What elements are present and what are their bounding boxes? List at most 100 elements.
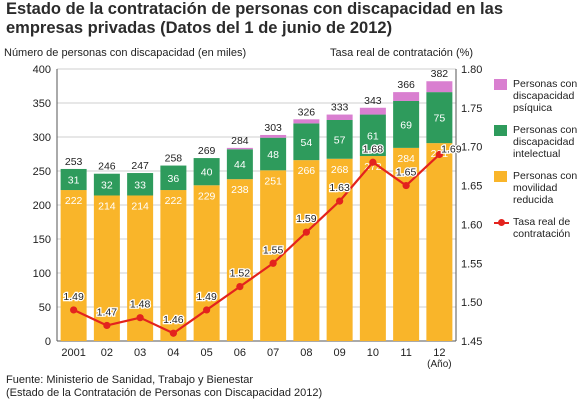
x-tick-label: 2001 bbox=[61, 347, 85, 359]
y-tick-right: 1.75 bbox=[461, 103, 482, 115]
bar-value-label: 40 bbox=[201, 167, 213, 179]
bar-total-label: 333 bbox=[331, 102, 349, 114]
x-tick-label: 04 bbox=[167, 347, 179, 359]
bar-segment-intellectual bbox=[326, 120, 353, 159]
bar-value-label: 284 bbox=[397, 153, 415, 165]
source-line-2: (Estado de la Contratación de Personas c… bbox=[6, 386, 323, 399]
rate-value-label: 1.65 bbox=[396, 167, 417, 179]
bar-value-label: 238 bbox=[231, 184, 249, 196]
bar-segment-intellectual bbox=[260, 137, 287, 171]
y-tick-left: 100 bbox=[33, 268, 51, 280]
rate-value-label: 1.46 bbox=[163, 314, 184, 326]
x-tick-label: 03 bbox=[134, 347, 146, 359]
x-tick-label: 07 bbox=[267, 347, 279, 359]
bar-value-label: 69 bbox=[400, 119, 412, 131]
rate-value-label: 1.63 bbox=[329, 182, 350, 194]
y-tick-left: 350 bbox=[33, 98, 51, 110]
y-tick-left: 0 bbox=[45, 336, 51, 348]
bar-segment-intellectual bbox=[160, 165, 187, 191]
rate-value-label: 1.55 bbox=[263, 244, 284, 256]
bar-total-label: 258 bbox=[165, 153, 183, 165]
bar-segment-physical bbox=[193, 185, 220, 341]
bar-total-label: 366 bbox=[397, 79, 415, 91]
rate-value-label: 1.48 bbox=[130, 299, 151, 311]
legend-label-intellectual: Personas con discapacidad intelectual bbox=[513, 124, 578, 160]
bar-segment-intellectual bbox=[193, 158, 220, 186]
bar-total-label: 284 bbox=[231, 135, 249, 147]
rate-value-label: 1.59 bbox=[296, 213, 317, 225]
rate-point bbox=[269, 259, 277, 267]
legend-item-intellectual: Personas con discapacidad intelectual bbox=[494, 124, 584, 160]
source-line-1: Fuente: Ministerio de Sanidad, Trabajo y… bbox=[6, 374, 254, 386]
y-tick-left: 300 bbox=[33, 132, 51, 144]
x-tick-label: 09 bbox=[334, 347, 346, 359]
x-tick-label: 11 bbox=[400, 347, 411, 359]
rate-point bbox=[435, 150, 443, 159]
chart-title: Estado de la contratación de personas co… bbox=[6, 0, 503, 37]
legend-label-psychic: Personas con discapacidad psíquica bbox=[513, 78, 578, 114]
legend-swatch-intellectual bbox=[494, 125, 507, 136]
bar-value-label: 33 bbox=[134, 179, 146, 191]
bar-value-label: 268 bbox=[331, 164, 349, 176]
bar-value-label: 48 bbox=[267, 149, 279, 161]
bar-segment-intellectual bbox=[393, 100, 420, 148]
x-tick-label: 08 bbox=[300, 347, 312, 359]
y-tick-left: 150 bbox=[33, 234, 51, 246]
y-tick-left: 400 bbox=[33, 64, 51, 76]
legend-item-physical: Personas con movilidad reducida bbox=[494, 170, 584, 206]
bar-value-label: 272 bbox=[364, 161, 382, 173]
rate-value-label: 1.52 bbox=[230, 268, 251, 280]
bar-segment-intellectual bbox=[60, 168, 87, 191]
x-tick-label: 02 bbox=[101, 347, 113, 359]
bar-segment-psychic bbox=[326, 114, 353, 120]
x-axis-unit: (Año) bbox=[427, 359, 451, 370]
bar-value-label: 222 bbox=[165, 195, 183, 207]
x-tick-label: 05 bbox=[201, 347, 213, 359]
bar-value-label: 32 bbox=[101, 180, 113, 192]
bar-total-label: 246 bbox=[98, 161, 116, 173]
rate-point bbox=[302, 228, 310, 236]
bar-value-label: 36 bbox=[168, 173, 180, 185]
bar-segment-psychic bbox=[426, 81, 453, 93]
y-tick-left: 200 bbox=[33, 200, 51, 212]
bar-segment-psychic bbox=[260, 134, 287, 138]
bar-segment-psychic bbox=[359, 107, 386, 115]
x-tick-label: 10 bbox=[367, 347, 379, 359]
bar-total-label: 343 bbox=[364, 95, 382, 107]
bar-segment-intellectual bbox=[426, 92, 453, 144]
legend-item-rate: Tasa real de contratación bbox=[494, 216, 584, 240]
source-note: Fuente: Ministerio de Sanidad, Trabajo y… bbox=[6, 374, 322, 399]
x-tick-label: 06 bbox=[234, 347, 246, 359]
bar-segment-physical bbox=[326, 158, 353, 341]
y-tick-right: 1.65 bbox=[461, 181, 482, 193]
rate-point bbox=[169, 329, 177, 337]
rate-line bbox=[73, 153, 441, 335]
bar-segment-intellectual bbox=[93, 173, 120, 196]
bar-total-label: 247 bbox=[131, 160, 149, 172]
rate-point bbox=[203, 306, 211, 314]
bar-total-label: 382 bbox=[431, 68, 449, 80]
bar-segment-intellectual bbox=[359, 114, 386, 157]
bar-segment-physical bbox=[226, 179, 253, 341]
rate-value-label: 1.49 bbox=[63, 291, 84, 303]
bar-segment-intellectual bbox=[127, 173, 154, 196]
bar-value-label: 57 bbox=[334, 134, 346, 146]
bar-segment-physical bbox=[93, 195, 120, 341]
bar-value-label: 214 bbox=[131, 200, 149, 212]
bar-segment-intellectual bbox=[226, 149, 253, 180]
bar-segment-physical bbox=[60, 190, 87, 341]
legend-swatch-psychic bbox=[494, 79, 507, 90]
bar-segment-psychic bbox=[226, 147, 253, 150]
bar-value-label: 222 bbox=[65, 195, 83, 207]
bar-total-label: 303 bbox=[264, 122, 282, 134]
rate-point bbox=[236, 283, 244, 291]
legend: Personas con discapacidad psíquica Perso… bbox=[494, 78, 584, 240]
x-tick-label: 12 bbox=[433, 347, 445, 359]
y-tick-left: 50 bbox=[39, 302, 51, 314]
right-axis-title: Tasa real de contratación (%) bbox=[330, 47, 474, 59]
bar-value-label: 266 bbox=[298, 165, 316, 177]
legend-item-psychic: Personas con discapacidad psíquica bbox=[494, 78, 584, 114]
bar-segment-physical bbox=[426, 143, 453, 341]
bar-total-label: 253 bbox=[65, 156, 83, 168]
bar-total-label: 326 bbox=[298, 106, 316, 118]
